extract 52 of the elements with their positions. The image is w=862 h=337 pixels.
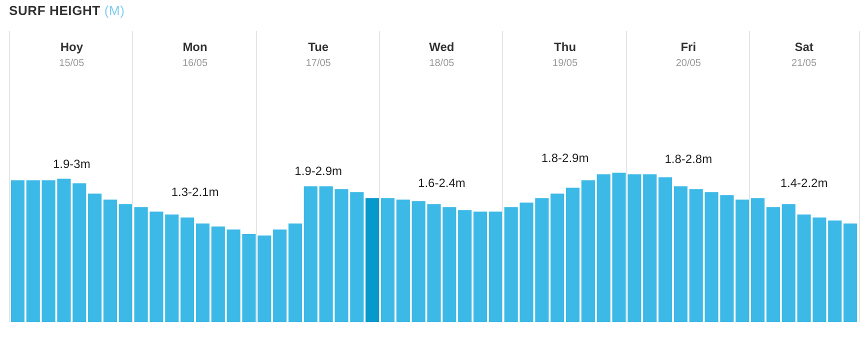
- bar: [380, 198, 395, 322]
- text: Wed: [429, 40, 454, 54]
- annotation: 1.3-2.1m: [171, 185, 219, 200]
- bar: [488, 212, 502, 322]
- bar: [72, 183, 86, 322]
- text: Mon: [182, 40, 208, 54]
- bar: [782, 204, 796, 322]
- text: 15/05: [59, 58, 84, 69]
- bar: [566, 188, 580, 322]
- bar: [674, 186, 688, 322]
- text: Hoy: [60, 40, 84, 54]
- chart-title: SURF HEIGHT (M): [9, 3, 125, 18]
- bar: [550, 194, 564, 322]
- text: 21/05: [792, 58, 817, 69]
- bar: [828, 220, 842, 322]
- bar: [766, 207, 780, 322]
- bar: [658, 177, 672, 322]
- bar: [26, 180, 40, 322]
- bar: [211, 226, 225, 322]
- text: Sat: [794, 40, 814, 54]
- bar: [366, 198, 380, 322]
- bar: [643, 174, 657, 322]
- text: 16/05: [182, 58, 208, 69]
- bar: [458, 210, 472, 322]
- annotation: 1.4-2.2m: [780, 176, 828, 190]
- bar: [581, 180, 595, 322]
- text: 19/05: [552, 58, 578, 69]
- annotation: 1.6-2.4m: [418, 176, 466, 190]
- text: 17/05: [306, 58, 331, 69]
- text: Thu: [554, 40, 576, 54]
- text: 18/05: [429, 58, 454, 69]
- bar: [736, 200, 750, 322]
- bar: [180, 218, 194, 322]
- text: Fri: [680, 40, 696, 54]
- text: 20/05: [676, 58, 701, 69]
- bar: [10, 180, 24, 322]
- bar: [473, 212, 488, 322]
- bar: [844, 224, 858, 322]
- text: 1.8-2.9m: [541, 150, 589, 165]
- bar: [396, 200, 410, 322]
- bar: [751, 198, 765, 322]
- bar: [88, 194, 102, 322]
- text: 1.8-2.8m: [664, 152, 712, 166]
- bar: [273, 229, 287, 322]
- text: Tue: [308, 40, 329, 54]
- bar: [103, 200, 117, 322]
- bar: [196, 224, 210, 322]
- annotation: 1.9-2.9m: [294, 164, 342, 178]
- text: 1.9-3m: [52, 156, 90, 171]
- bar: [304, 186, 318, 322]
- bar: [288, 224, 302, 322]
- bar: [118, 204, 132, 322]
